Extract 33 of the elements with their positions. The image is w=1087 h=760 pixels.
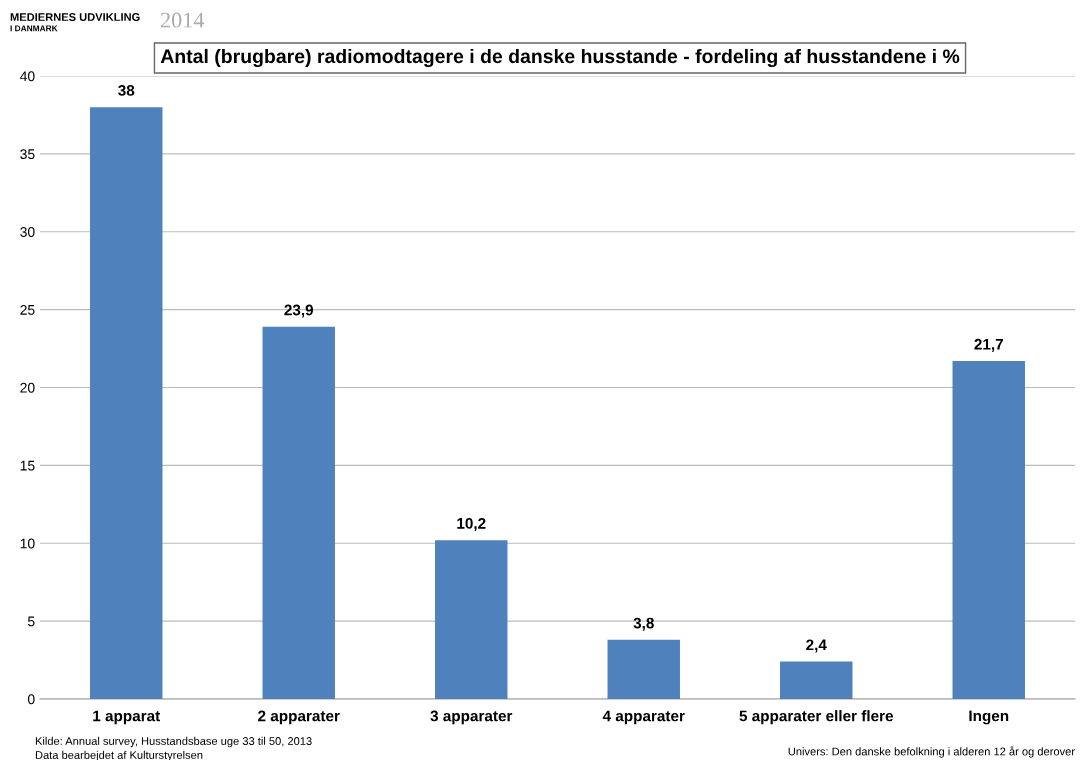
bar bbox=[780, 661, 853, 699]
y-tick-label: 0 bbox=[27, 694, 35, 705]
text: 2014 bbox=[160, 12, 205, 28]
text: Univers: Den danske befolkning i alderen 12 år og derover bbox=[788, 746, 1075, 758]
text: I DANMARK bbox=[10, 25, 58, 32]
x-tick-label: 3 apparater bbox=[430, 710, 513, 725]
y-tick-label: 35 bbox=[20, 149, 35, 160]
data-label: 10,2 bbox=[457, 517, 486, 531]
bar bbox=[607, 639, 680, 699]
x-tick-label: 5 apparater eller flere bbox=[739, 710, 894, 725]
y-tick-label: 20 bbox=[20, 382, 35, 393]
y-tick-label: 10 bbox=[20, 538, 35, 549]
y-tick-label: 40 bbox=[20, 71, 35, 82]
bar bbox=[952, 361, 1025, 699]
y-tick-label: 15 bbox=[20, 460, 35, 471]
x-tick-label: Ingen bbox=[969, 710, 1009, 725]
x-tick-label: 4 apparater bbox=[602, 710, 685, 725]
x-tick-label: 2 apparater bbox=[258, 710, 340, 725]
y-tick-label: 5 bbox=[27, 616, 35, 627]
data-label: 38 bbox=[118, 84, 135, 96]
y-tick-label: 30 bbox=[20, 227, 35, 237]
text: Kilde: Annual survey, Husstandsbase uge 33 til 50, 2013 bbox=[35, 736, 312, 748]
bar bbox=[262, 326, 335, 699]
text: MEDIERNES UDVIKLING bbox=[10, 13, 140, 21]
chart-title: Antal (brugbare) radiomodtagere i de danske husstande - fordeling af husstandene i % bbox=[160, 48, 960, 68]
bar bbox=[435, 540, 508, 699]
x-tick-label: 1 apparat bbox=[93, 710, 161, 725]
bar bbox=[90, 107, 163, 699]
data-label: 23,9 bbox=[284, 304, 314, 318]
data-label: 21,7 bbox=[974, 338, 1003, 352]
data-label: 2,4 bbox=[806, 639, 827, 653]
y-tick-label: 25 bbox=[20, 304, 35, 315]
data-label: 3,8 bbox=[633, 617, 654, 631]
